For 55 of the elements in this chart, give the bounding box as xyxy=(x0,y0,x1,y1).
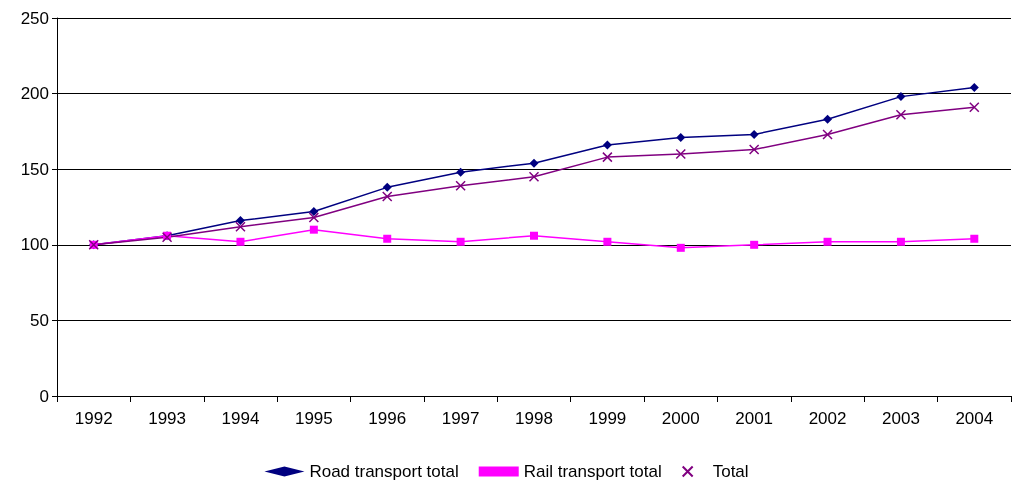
point xyxy=(676,132,686,142)
legend-label: Total xyxy=(712,462,749,481)
point xyxy=(383,234,392,243)
x-tick-label: 1997 xyxy=(441,409,480,428)
y-tick-label: 0 xyxy=(39,386,49,406)
point xyxy=(602,140,612,150)
point xyxy=(970,234,979,243)
point xyxy=(823,114,833,124)
point xyxy=(750,240,759,249)
point xyxy=(969,83,979,93)
x-tick-label: 1995 xyxy=(294,409,333,428)
x-tick-label: 2000 xyxy=(661,409,700,428)
point xyxy=(309,225,318,234)
point xyxy=(308,212,320,223)
point xyxy=(895,109,907,121)
point xyxy=(675,148,687,160)
point xyxy=(235,216,245,226)
point xyxy=(822,129,833,140)
point xyxy=(896,92,906,102)
x-tick-label: 1992 xyxy=(74,409,113,428)
x-tick-label: 1994 xyxy=(221,409,260,428)
point xyxy=(381,191,393,202)
point xyxy=(530,231,538,240)
point xyxy=(455,180,466,192)
legend-label: Rail transport total xyxy=(523,462,662,481)
point xyxy=(456,237,465,246)
point xyxy=(382,182,392,192)
point xyxy=(602,151,613,163)
point xyxy=(969,101,980,113)
y-tick-label: 100 xyxy=(20,235,49,255)
point xyxy=(748,144,760,155)
x-tick-label: 2002 xyxy=(808,409,847,428)
y-tick-label: 150 xyxy=(20,159,49,179)
y-tick-label: 250 xyxy=(20,8,49,28)
point xyxy=(236,237,245,246)
x-tick-label: 2003 xyxy=(882,409,920,428)
x-tick-label: 2001 xyxy=(735,409,774,428)
y-tick-label: 200 xyxy=(20,84,49,104)
point xyxy=(676,243,685,252)
y-tick-label: 50 xyxy=(30,310,49,330)
x-tick-label: 2004 xyxy=(955,409,994,428)
point xyxy=(456,167,466,177)
point xyxy=(603,237,612,246)
point xyxy=(896,237,905,246)
x-tick-label: 1993 xyxy=(148,409,186,428)
point xyxy=(528,171,540,183)
x-tick-label: 1998 xyxy=(515,409,553,428)
x-tick-label: 1999 xyxy=(588,409,627,428)
point xyxy=(309,207,319,217)
x-tick-label: 1996 xyxy=(368,409,407,428)
point xyxy=(235,221,246,232)
legend-label: Road transport total xyxy=(309,462,459,481)
point xyxy=(823,237,832,246)
point xyxy=(749,129,759,139)
point xyxy=(529,158,539,168)
